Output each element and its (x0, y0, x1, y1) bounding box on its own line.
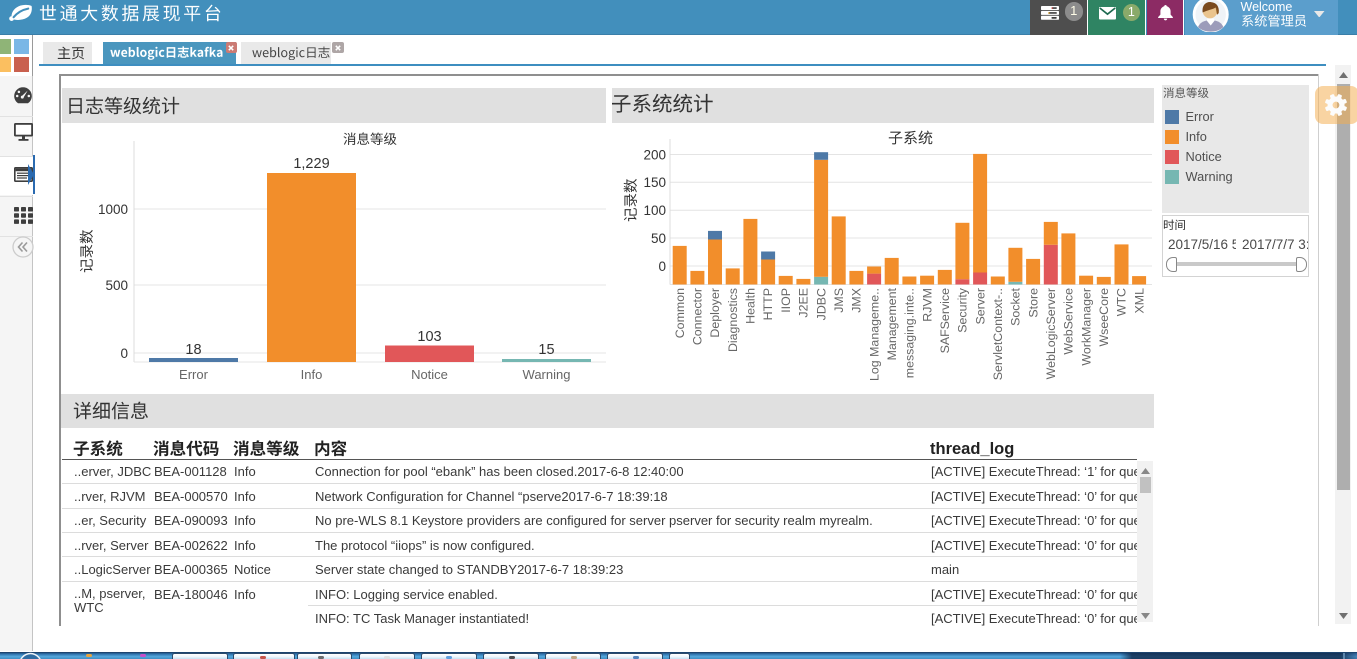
svg-text:100: 100 (643, 203, 666, 218)
svg-text:Store: Store (1026, 288, 1040, 318)
svg-text:50: 50 (651, 231, 666, 246)
svg-text:Log Manageme..: Log Manageme.. (867, 288, 881, 381)
svg-text:1,229: 1,229 (293, 156, 329, 172)
svg-text:150: 150 (643, 175, 666, 190)
svg-text:JDBC: JDBC (814, 288, 828, 320)
svg-text:Info: Info (301, 367, 323, 382)
svg-text:WTC: WTC (1115, 288, 1129, 316)
svg-text:HTTP: HTTP (761, 288, 775, 320)
svg-text:18: 18 (185, 342, 201, 358)
svg-text:Connector: Connector (691, 288, 705, 345)
svg-text:Common: Common (673, 288, 687, 338)
svg-text:Error: Error (179, 367, 209, 382)
svg-text:JMX: JMX (850, 288, 864, 313)
svg-text:WebService: WebService (1062, 288, 1076, 355)
svg-text:ServletContext-..: ServletContext-.. (991, 288, 1005, 380)
svg-text:J2EE: J2EE (797, 288, 811, 318)
svg-text:Deployer: Deployer (708, 288, 722, 338)
svg-text:Security: Security (956, 287, 970, 333)
svg-text:500: 500 (105, 278, 128, 293)
svg-text:Notice: Notice (411, 367, 448, 382)
svg-text:Warning: Warning (523, 367, 571, 382)
svg-text:103: 103 (417, 329, 441, 345)
svg-text:IIOP: IIOP (779, 288, 793, 313)
svg-text:WorkManager: WorkManager (1079, 288, 1093, 366)
svg-text:Health: Health (744, 288, 758, 324)
svg-text:SAFService: SAFService (938, 288, 952, 354)
svg-text:XML: XML (1132, 288, 1146, 314)
svg-text:Server: Server (973, 288, 987, 325)
svg-text:15: 15 (538, 342, 554, 358)
svg-text:Diagnostics: Diagnostics (726, 288, 740, 352)
svg-text:Management: Management (885, 287, 899, 360)
svg-text:JMS: JMS (832, 288, 846, 313)
svg-text:200: 200 (643, 147, 666, 162)
svg-text:0: 0 (120, 346, 128, 361)
svg-text:WseeCore: WseeCore (1097, 288, 1111, 347)
svg-text:Socket: Socket (1009, 287, 1023, 325)
svg-text:0: 0 (658, 259, 666, 274)
svg-text:WebLogicServer: WebLogicServer (1044, 288, 1058, 379)
svg-text:messaging.inte..: messaging.inte.. (903, 288, 917, 378)
svg-text:RJVM: RJVM (920, 288, 934, 322)
svg-text:1000: 1000 (98, 202, 128, 217)
